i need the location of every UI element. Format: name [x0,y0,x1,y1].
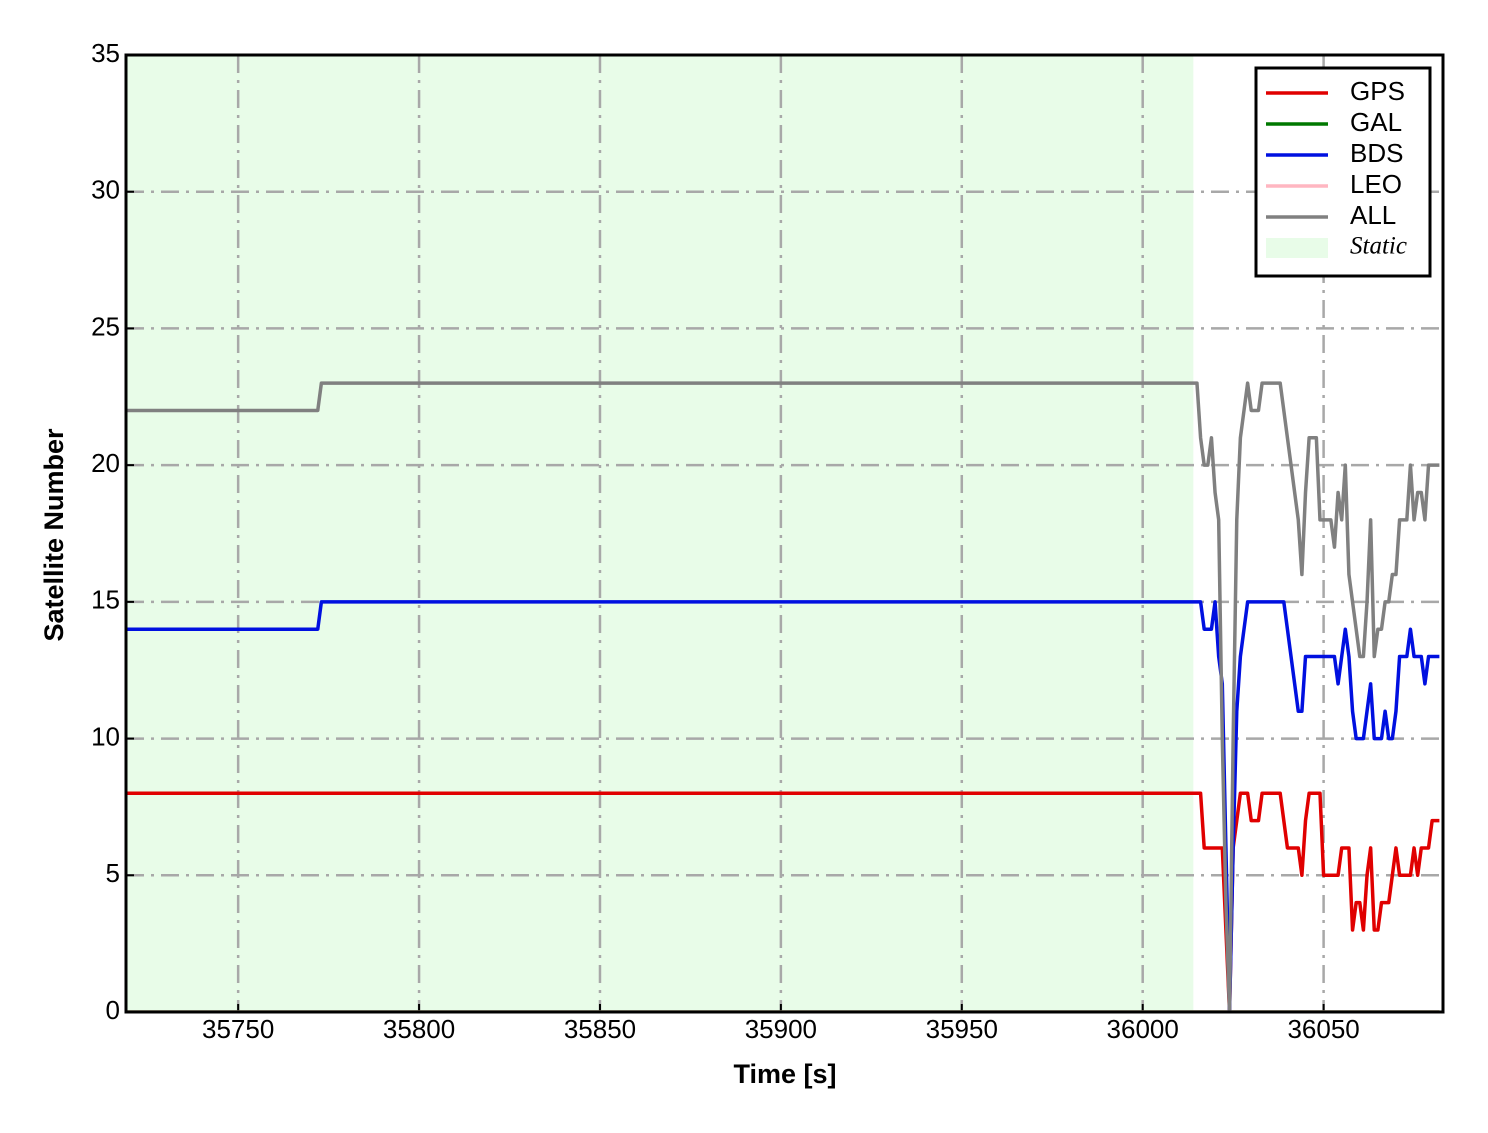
y-tick-label: 5 [106,858,120,888]
legend-label: GAL [1350,107,1402,137]
y-tick-label: 15 [91,585,120,615]
x-tick-label: 35950 [926,1014,998,1044]
legend-label: GPS [1350,76,1405,106]
y-tick-label: 25 [91,311,120,341]
y-tick-label: 10 [91,721,120,751]
y-axis-label: Satellite Number [39,428,69,642]
x-tick-label: 35750 [202,1014,274,1044]
legend-label: LEO [1350,169,1402,199]
x-tick-label: 35900 [745,1014,817,1044]
x-tick-label: 35800 [383,1014,455,1044]
legend-swatch [1266,238,1328,258]
x-tick-label: 36000 [1107,1014,1179,1044]
static-span [126,55,1194,1012]
x-axis-label: Time [s] [733,1059,836,1089]
y-tick-label: 35 [91,38,120,68]
legend-label: Static [1350,233,1407,260]
y-tick-label: 30 [91,175,120,205]
series-line [126,381,1440,1012]
y-tick-label: 0 [106,995,120,1025]
legend-label: ALL [1350,200,1396,230]
legend-box [1254,66,1432,278]
x-tick-label: 36050 [1287,1014,1359,1044]
x-tick-label: 35850 [564,1014,636,1044]
y-tick-label: 20 [91,448,120,478]
plot-frame [124,53,1445,1014]
legend-label: BDS [1350,138,1403,168]
